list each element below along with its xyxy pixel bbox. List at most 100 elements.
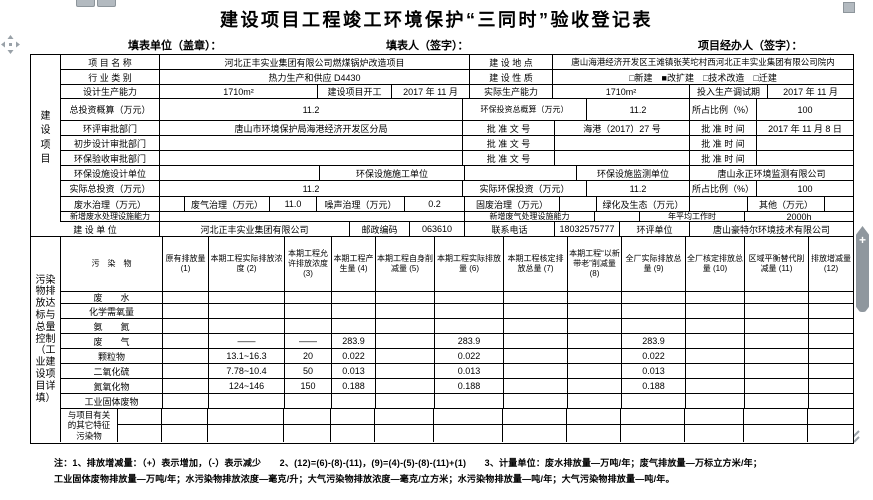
field-value: 18032575777 [555, 222, 620, 236]
table-row: 行 业 类 别 热力生产和供应 D4430 建 设 性 质 □新建 ■改扩建 □… [61, 70, 853, 85]
data-cell [686, 334, 745, 348]
column-header: 本期工程实际排放量 (6) [435, 237, 504, 291]
pollutant-name: 氨 氮 [61, 319, 163, 333]
pollutant-row: 废 气 —— —— 283.9 283.9 283.9 [61, 334, 853, 349]
data-cell [435, 304, 504, 318]
fill-unit-label: 填表单位（盖章）： [128, 40, 222, 52]
field-label: 行 业 类 别 [61, 70, 160, 84]
section-project-sidebar: 建设项目 [31, 55, 61, 222]
field-label: 批 准 文 号 [463, 136, 555, 150]
data-cell [686, 292, 745, 303]
column-header: 区域平衡替代削减量 (11) [745, 237, 809, 291]
corner-handle[interactable] [843, 2, 855, 13]
data-cell: —— [209, 334, 285, 348]
data-cell [376, 394, 435, 408]
field-label: 环保设施设计单位 [61, 166, 160, 180]
column-header: 全厂核定排放总量 (10) [686, 237, 745, 291]
data-cell: 50 [285, 364, 332, 378]
column-header: 全厂实际排放总量 (9) [622, 237, 686, 291]
field-value [465, 166, 577, 180]
pollutant-name: 化学需氧量 [61, 304, 163, 318]
empty-cell [434, 409, 503, 424]
field-label: 初步设计审批部门 [61, 136, 160, 150]
data-cell [376, 334, 435, 348]
field-value [690, 197, 748, 211]
data-cell [332, 394, 376, 408]
column-header: 本期工程产生量 (4) [332, 237, 376, 291]
data-cell [504, 334, 568, 348]
field-value: 唐山市环境保护局海港经济开发区分局 [160, 121, 463, 135]
data-cell [809, 319, 853, 333]
data-cell [809, 394, 853, 408]
data-cell [686, 349, 745, 363]
field-label: 实际总投资（万元） [61, 181, 160, 196]
data-cell [332, 319, 376, 333]
section-project: 建设项目 项 目 名 称 河北正丰实业集团有限公司燃煤锅炉改造项目 建 设 地 … [31, 55, 853, 222]
empty-cell [284, 409, 331, 424]
data-cell: —— [285, 334, 332, 348]
data-cell [809, 379, 853, 393]
other-row [118, 425, 853, 442]
field-value [160, 166, 320, 180]
data-cell [809, 292, 853, 303]
data-cell [622, 292, 686, 303]
empty-cell [331, 425, 375, 442]
table-row: 项 目 名 称 河北正丰实业集团有限公司燃煤锅炉改造项目 建 设 地 点 唐山海… [61, 55, 853, 70]
field-value: 0.2 [405, 197, 465, 211]
pollutant-row: 颗粒物 13.1~16.3 20 0.022 0.022 0.022 [61, 349, 853, 364]
scrollbar-plus-button[interactable]: + [856, 226, 869, 312]
column-header: 原有排放量 (1) [163, 237, 209, 291]
field-label: 总投资概算（万元） [61, 99, 160, 120]
field-label: 联系电话 [465, 222, 555, 236]
data-cell [376, 292, 435, 303]
data-cell: 0.013 [435, 364, 504, 378]
field-label: 投入生产调试期 [690, 85, 768, 98]
pollutant-row: 二氧化硫 7.78~10.4 50 0.013 0.013 0.013 [61, 364, 853, 379]
empty-cell [621, 409, 685, 424]
field-label: 批 准 时 间 [690, 121, 757, 135]
data-cell [163, 334, 209, 348]
field-label: 环保设施施工单位 [320, 166, 465, 180]
field-label: 实际环保投资（万元） [463, 181, 587, 196]
data-cell: 0.013 [622, 364, 686, 378]
field-label: 年平均工作时 [640, 212, 745, 221]
project-agent-label: 项目经办人（签字）： [698, 40, 803, 52]
field-value: 唐山海港经济开发区王滩镇张芙坨村西河北正丰实业集团有限公司院内 [571, 57, 835, 67]
data-cell [376, 379, 435, 393]
top-tab-handle[interactable] [76, 0, 95, 7]
section-pollution-sidebar: 污染物排放达标与总量控制（工业建设项目详填） [31, 237, 61, 442]
data-cell [504, 349, 568, 363]
top-tab-handle[interactable] [97, 0, 116, 7]
form-table: 建设项目 项 目 名 称 河北正丰实业集团有限公司燃煤锅炉改造项目 建 设 地 … [30, 54, 854, 444]
empty-cell [808, 409, 853, 424]
table-row: 总投资概算（万元） 11.2 环保投资总概算（万元） 11.2 所占比例（%） … [61, 99, 853, 121]
column-header: 本期工程实际排放浓度 (2) [209, 237, 285, 291]
table-row: 设计生产能力 1710m² 建设项目开工 2017 年 11 月 实际生产能力 … [61, 85, 853, 99]
data-cell [568, 334, 622, 348]
move-icon[interactable] [1, 35, 20, 54]
data-cell [163, 292, 209, 303]
field-label: 批 准 文 号 [463, 151, 555, 165]
field-label: 环评单位 [620, 222, 690, 236]
field-value [160, 197, 185, 211]
data-cell [209, 319, 285, 333]
data-cell [745, 334, 809, 348]
field-label: 环保投资总概算（万元） [463, 99, 587, 120]
other-row [118, 409, 853, 425]
field-value [595, 212, 640, 221]
data-cell: 0.013 [332, 364, 376, 378]
checkbox-options: □新建 ■改扩建 □技术改造 □迁建 [629, 72, 777, 83]
data-cell: 0.022 [332, 349, 376, 363]
data-cell [504, 304, 568, 318]
table-row: 环保验收审批部门 批 准 文 号 批 准 时 间 [61, 151, 853, 166]
column-header: 本期工程自身削减量 (5) [376, 237, 435, 291]
field-value [825, 197, 853, 211]
data-cell [163, 319, 209, 333]
data-cell [504, 292, 568, 303]
pollutant-name: 工业固体废物 [61, 394, 163, 408]
data-cell: 13.1~16.3 [209, 349, 285, 363]
column-header: 排放增减量 (12) [811, 254, 851, 273]
sidebar-label: 污染物排放达标与总量控制（工业建设项目详填） [35, 274, 56, 404]
field-label: 环保设施监测单位 [577, 166, 690, 180]
field-value: 2000h [786, 212, 812, 221]
